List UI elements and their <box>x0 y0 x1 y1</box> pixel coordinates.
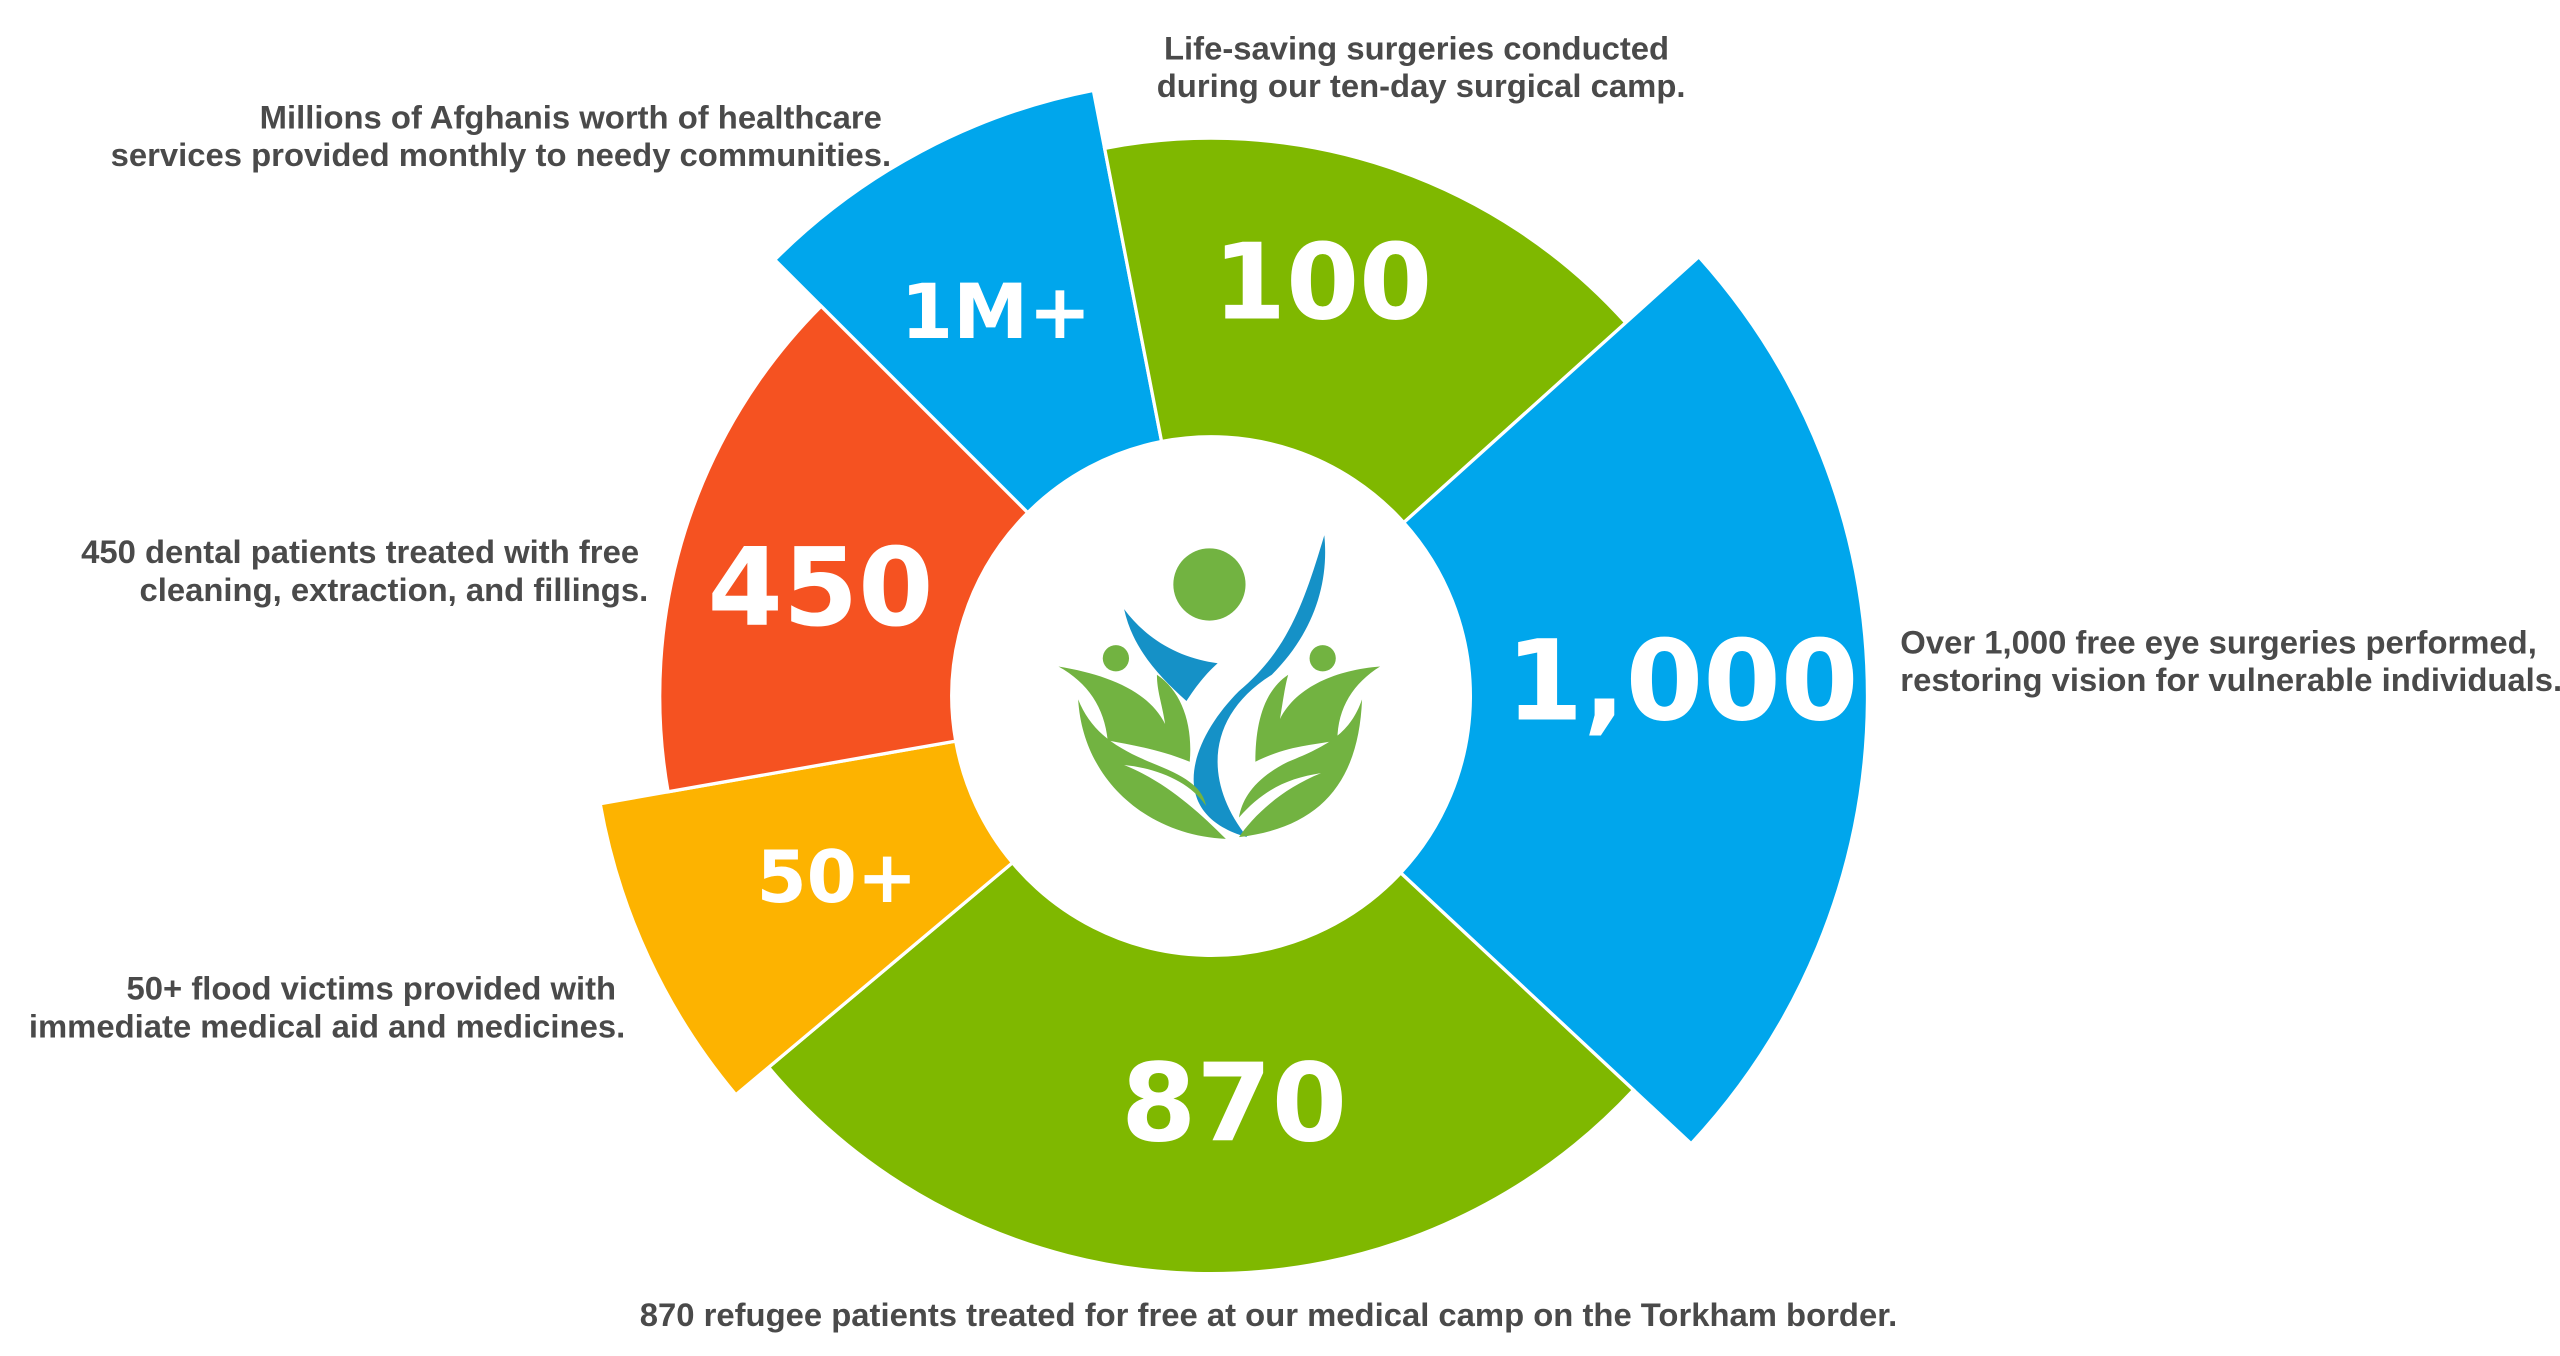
logo-body-blue <box>1193 535 1326 838</box>
logo-head-center <box>1173 548 1246 621</box>
segment-450 <box>658 303 1031 794</box>
description-100: Life-saving surgeries conducted during o… <box>1157 29 1686 104</box>
value-label-50: 50+ <box>756 836 917 920</box>
value-label-1000: 1,000 <box>1506 616 1859 746</box>
logo-arm-left <box>1124 609 1218 701</box>
people-leaves-logo <box>1058 535 1381 839</box>
description-870: 870 refugee patients treated for free at… <box>640 1296 1898 1333</box>
value-label-450: 450 <box>707 524 933 651</box>
logo-leaf-left-upper <box>1058 666 1191 762</box>
logo-head-left <box>1102 645 1130 672</box>
segment-100 <box>1102 136 1629 525</box>
segment-870 <box>766 860 1636 1276</box>
description-1000: Over 1,000 free eye surgeries performed,… <box>1900 623 2560 698</box>
logo-leaf-right-lower <box>1238 699 1363 838</box>
segment-1m <box>772 88 1164 516</box>
value-label-100: 100 <box>1213 222 1432 344</box>
description-450: 450 dental patients treated with free cl… <box>81 533 648 608</box>
logo-leaf-right-upper <box>1255 666 1381 762</box>
logo-leaf-left-lower <box>1078 699 1226 839</box>
segment-50 <box>598 739 1015 1098</box>
description-50: 50+ flood victims provided with immediat… <box>29 970 625 1045</box>
description-1m: Millions of Afghanis worth of healthcare… <box>111 98 891 173</box>
logo-head-right <box>1309 645 1336 672</box>
value-label-870: 870 <box>1121 1040 1347 1167</box>
segment-1000 <box>1398 254 1870 1147</box>
value-label-1m: 1M+ <box>901 268 1092 356</box>
sectors <box>598 88 1870 1276</box>
